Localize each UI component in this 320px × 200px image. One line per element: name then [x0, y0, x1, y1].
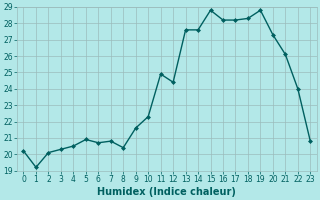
X-axis label: Humidex (Indice chaleur): Humidex (Indice chaleur): [98, 187, 236, 197]
